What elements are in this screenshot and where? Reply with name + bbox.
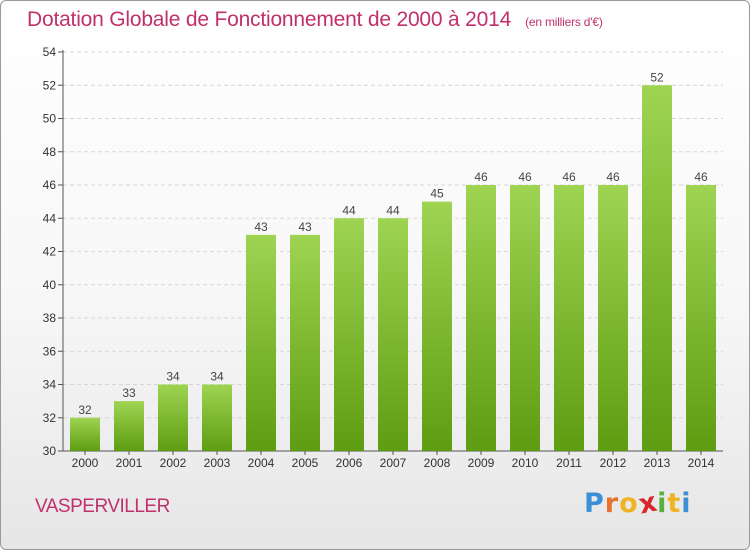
x-tick-label: 2004 xyxy=(248,456,275,470)
x-tick-label: 2000 xyxy=(72,456,99,470)
y-tick-label: 34 xyxy=(43,378,57,392)
data-label: 44 xyxy=(342,203,356,217)
y-tick-label: 38 xyxy=(43,311,57,325)
data-label: 46 xyxy=(474,170,488,184)
x-tick-label: 2008 xyxy=(424,456,451,470)
y-tick-label: 36 xyxy=(43,344,57,358)
y-tick-label: 32 xyxy=(43,411,57,425)
logo-letter: r xyxy=(604,488,620,519)
y-tick-label: 46 xyxy=(43,178,57,192)
bar xyxy=(510,185,540,451)
x-tick-label: 2011 xyxy=(556,456,582,470)
bar xyxy=(378,218,408,451)
logo-letter: o xyxy=(619,488,639,519)
logo-letter: t xyxy=(667,488,682,519)
data-label: 52 xyxy=(650,70,664,84)
chart-title: Dotation Globale de Fonctionnement de 20… xyxy=(27,8,603,32)
x-tick-label: 2010 xyxy=(512,456,539,470)
y-tick-label: 48 xyxy=(43,145,57,159)
data-label: 46 xyxy=(606,170,620,184)
bar xyxy=(158,384,188,451)
bar xyxy=(422,201,452,451)
data-label: 34 xyxy=(210,370,224,384)
bar xyxy=(290,234,320,451)
data-label: 43 xyxy=(254,220,268,234)
axes: 30 32 34 36 38 40 42 44 46 48 50 52 54 xyxy=(43,45,723,458)
y-tick-label: 52 xyxy=(43,78,57,92)
logo-letter: P xyxy=(584,488,605,519)
bars xyxy=(70,85,716,451)
data-label: 32 xyxy=(78,403,92,417)
data-label: 46 xyxy=(518,170,532,184)
y-tick-label: 44 xyxy=(43,211,57,225)
x-tick-label: 2002 xyxy=(160,456,187,470)
bar xyxy=(202,384,232,451)
data-label: 45 xyxy=(430,187,444,201)
x-tick-label: 2013 xyxy=(644,456,671,470)
labels: 32 2000 33 2001 34 2002 34 2003 43 2004 43 2005 44 20… xyxy=(72,70,715,470)
bar xyxy=(554,185,584,451)
logo-letter: i xyxy=(657,488,668,519)
data-label: 43 xyxy=(298,220,312,234)
bar xyxy=(70,417,100,451)
proxiti-logo: Proxiti xyxy=(584,486,692,520)
chart-subtitle: (en milliers d'€) xyxy=(525,15,603,29)
bar xyxy=(466,185,496,451)
x-tick-label: 2001 xyxy=(116,456,143,470)
bar xyxy=(246,234,276,451)
y-tick-label: 30 xyxy=(43,444,57,458)
y-tick-label: 50 xyxy=(43,112,57,126)
y-tick-label: 40 xyxy=(43,278,57,292)
x-tick-label: 2005 xyxy=(292,456,319,470)
y-tick-label: 42 xyxy=(43,245,57,259)
data-label: 33 xyxy=(122,386,136,400)
x-tick-label: 2012 xyxy=(600,456,627,470)
x-tick-label: 2009 xyxy=(468,456,495,470)
logo-letter: i xyxy=(681,488,692,519)
x-tick-label: 2007 xyxy=(380,456,407,470)
bar xyxy=(642,85,672,451)
bar xyxy=(686,185,716,451)
data-label: 34 xyxy=(166,370,180,384)
x-tick-label: 2006 xyxy=(336,456,363,470)
y-tick-label: 54 xyxy=(43,45,57,59)
bar xyxy=(334,218,364,451)
bar xyxy=(114,401,144,451)
data-label: 46 xyxy=(694,170,708,184)
data-label: 44 xyxy=(386,203,400,217)
x-tick-label: 2014 xyxy=(688,456,715,470)
data-label: 46 xyxy=(562,170,576,184)
chart-title-text: Dotation Globale de Fonctionnement de 20… xyxy=(27,8,512,31)
x-tick-label: 2003 xyxy=(204,456,231,470)
bar xyxy=(598,185,628,451)
commune-name: VASPERVILLER xyxy=(35,496,170,517)
